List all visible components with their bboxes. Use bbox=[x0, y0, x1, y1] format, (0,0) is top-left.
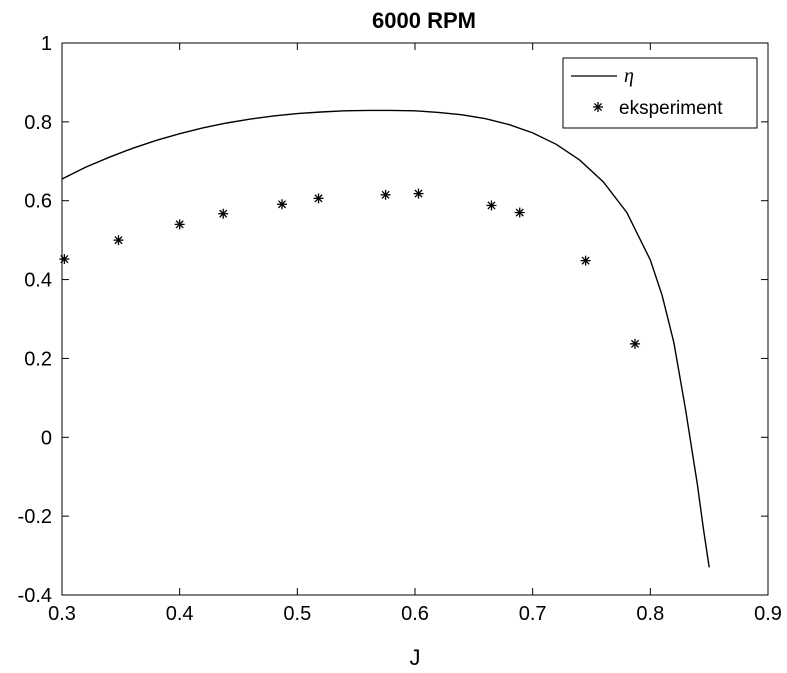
x-tick-label: 0.5 bbox=[283, 603, 311, 625]
x-axis-label: J bbox=[410, 645, 421, 670]
data-point-eksperiment bbox=[580, 255, 591, 266]
legend-star-glyph bbox=[593, 102, 603, 112]
legend-box bbox=[562, 57, 758, 129]
y-tick-label: -0.2 bbox=[18, 506, 52, 528]
legend-star-marker bbox=[593, 102, 603, 112]
data-point-eksperiment bbox=[514, 207, 525, 218]
y-tick-label: 1 bbox=[41, 33, 52, 55]
data-point-eksperiment bbox=[113, 235, 124, 246]
series-line-eta bbox=[61, 109, 710, 568]
data-point-eksperiment bbox=[59, 254, 70, 265]
data-point-eksperiment bbox=[277, 199, 288, 210]
x-tick-label: 0.3 bbox=[48, 603, 76, 625]
data-point-eksperiment bbox=[174, 219, 185, 230]
x-tick-label: 0.6 bbox=[401, 603, 429, 625]
data-point-eksperiment bbox=[413, 188, 424, 199]
legend-label-eta: η bbox=[624, 65, 634, 87]
data-point-eksperiment bbox=[218, 208, 229, 219]
legend: η eksperiment bbox=[562, 57, 758, 129]
x-tick-label: 0.9 bbox=[754, 603, 782, 625]
x-tick-label: 0.4 bbox=[166, 603, 194, 625]
legend-label-eksperiment: eksperiment bbox=[619, 98, 723, 119]
x-tick-label: 0.8 bbox=[636, 603, 664, 625]
data-point-eksperiment bbox=[313, 193, 324, 204]
y-tick-label: -0.4 bbox=[18, 585, 52, 607]
chart-title: 6000 RPM bbox=[372, 8, 476, 33]
y-tick-label: 0.2 bbox=[24, 348, 52, 370]
y-tick-label: 0.4 bbox=[24, 270, 52, 292]
data-point-eksperiment bbox=[486, 200, 497, 211]
data-point-eksperiment bbox=[380, 189, 391, 200]
data-point-eksperiment bbox=[630, 338, 641, 349]
y-tick-label: 0.6 bbox=[24, 191, 52, 213]
y-tick-label: 0 bbox=[41, 427, 52, 449]
y-tick-label: 0.8 bbox=[24, 112, 52, 134]
x-tick-label: 0.7 bbox=[519, 603, 547, 625]
